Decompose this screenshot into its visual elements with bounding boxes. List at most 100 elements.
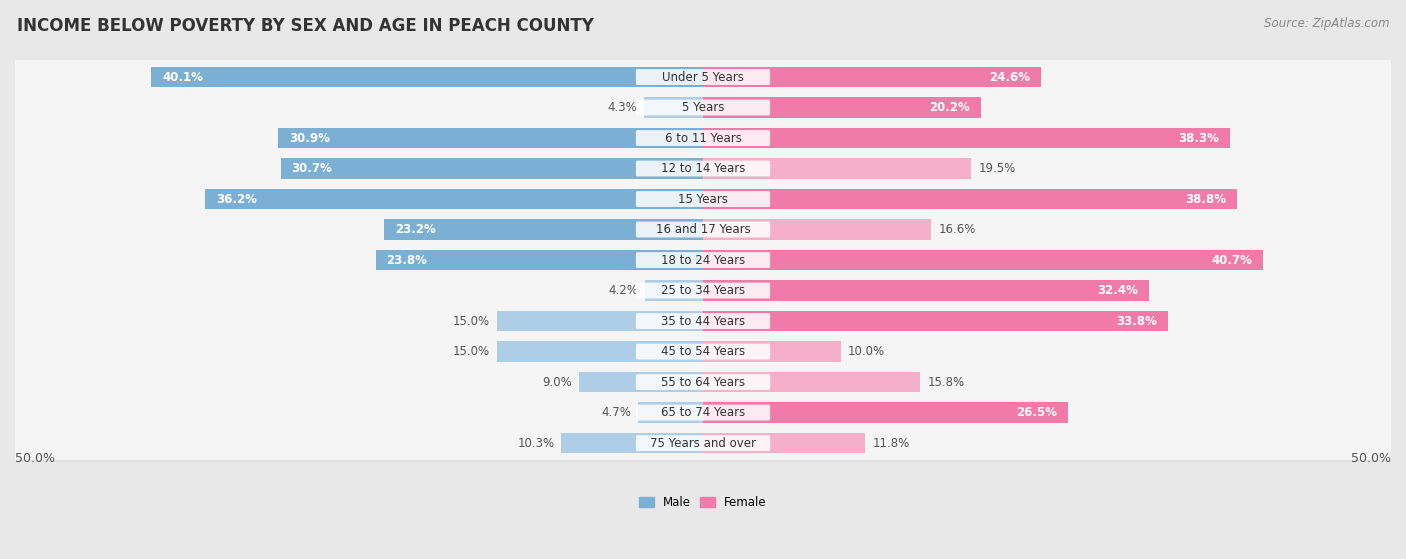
Text: 19.5%: 19.5% xyxy=(979,162,1015,175)
FancyBboxPatch shape xyxy=(14,273,1392,307)
Text: 50.0%: 50.0% xyxy=(1351,452,1391,466)
Text: 33.8%: 33.8% xyxy=(1116,315,1157,328)
FancyBboxPatch shape xyxy=(636,313,770,329)
Text: 10.3%: 10.3% xyxy=(517,437,554,449)
Text: 30.7%: 30.7% xyxy=(291,162,332,175)
FancyBboxPatch shape xyxy=(14,212,1392,247)
Bar xyxy=(384,219,703,240)
FancyBboxPatch shape xyxy=(636,283,770,299)
Text: 65 to 74 Years: 65 to 74 Years xyxy=(661,406,745,419)
Text: 15.0%: 15.0% xyxy=(453,345,489,358)
Text: 10.0%: 10.0% xyxy=(848,345,884,358)
Bar xyxy=(638,402,703,423)
FancyBboxPatch shape xyxy=(14,304,1392,338)
Text: 15.0%: 15.0% xyxy=(453,315,489,328)
Text: 12 to 14 Years: 12 to 14 Years xyxy=(661,162,745,175)
Text: 40.7%: 40.7% xyxy=(1211,254,1251,267)
FancyBboxPatch shape xyxy=(636,160,770,177)
Text: 50.0%: 50.0% xyxy=(15,452,55,466)
FancyBboxPatch shape xyxy=(17,305,1393,339)
Text: Source: ZipAtlas.com: Source: ZipAtlas.com xyxy=(1264,17,1389,30)
FancyBboxPatch shape xyxy=(17,183,1393,217)
Text: 45 to 54 Years: 45 to 54 Years xyxy=(661,345,745,358)
FancyBboxPatch shape xyxy=(14,60,1392,94)
Text: 36.2%: 36.2% xyxy=(217,192,257,206)
FancyBboxPatch shape xyxy=(17,214,1393,248)
Bar xyxy=(703,158,972,179)
Text: 16 and 17 Years: 16 and 17 Years xyxy=(655,223,751,236)
Bar xyxy=(579,372,703,392)
FancyBboxPatch shape xyxy=(636,191,770,207)
Text: 25 to 34 Years: 25 to 34 Years xyxy=(661,284,745,297)
Bar xyxy=(152,67,703,87)
Text: 38.3%: 38.3% xyxy=(1178,131,1219,145)
FancyBboxPatch shape xyxy=(14,396,1392,430)
Bar xyxy=(703,433,865,453)
Text: 24.6%: 24.6% xyxy=(990,70,1031,83)
Bar xyxy=(703,402,1067,423)
FancyBboxPatch shape xyxy=(17,336,1393,370)
FancyBboxPatch shape xyxy=(17,61,1393,96)
FancyBboxPatch shape xyxy=(17,274,1393,309)
FancyBboxPatch shape xyxy=(14,334,1392,369)
Text: 6 to 11 Years: 6 to 11 Years xyxy=(665,131,741,145)
FancyBboxPatch shape xyxy=(636,435,770,451)
FancyBboxPatch shape xyxy=(14,365,1392,399)
Bar xyxy=(703,67,1042,87)
Text: Under 5 Years: Under 5 Years xyxy=(662,70,744,83)
FancyBboxPatch shape xyxy=(636,344,770,359)
Bar xyxy=(375,250,703,271)
Text: 15 Years: 15 Years xyxy=(678,192,728,206)
FancyBboxPatch shape xyxy=(14,121,1392,155)
Text: 5 Years: 5 Years xyxy=(682,101,724,114)
Text: 26.5%: 26.5% xyxy=(1015,406,1057,419)
Text: 9.0%: 9.0% xyxy=(543,376,572,389)
Text: 23.2%: 23.2% xyxy=(395,223,436,236)
Text: 15.8%: 15.8% xyxy=(928,376,965,389)
Bar xyxy=(703,97,981,118)
FancyBboxPatch shape xyxy=(636,221,770,238)
Text: 16.6%: 16.6% xyxy=(938,223,976,236)
Bar xyxy=(644,97,703,118)
Bar xyxy=(645,280,703,301)
Bar xyxy=(496,341,703,362)
FancyBboxPatch shape xyxy=(17,427,1393,461)
FancyBboxPatch shape xyxy=(17,244,1393,278)
Text: 75 Years and over: 75 Years and over xyxy=(650,437,756,449)
FancyBboxPatch shape xyxy=(636,405,770,420)
Bar xyxy=(703,341,841,362)
Text: 20.2%: 20.2% xyxy=(929,101,970,114)
Text: 38.8%: 38.8% xyxy=(1185,192,1226,206)
FancyBboxPatch shape xyxy=(17,366,1393,400)
Bar xyxy=(278,127,703,148)
Text: 23.8%: 23.8% xyxy=(387,254,427,267)
Bar xyxy=(703,250,1263,271)
Bar xyxy=(281,158,703,179)
Bar xyxy=(703,372,921,392)
Bar xyxy=(703,127,1230,148)
Text: 4.3%: 4.3% xyxy=(607,101,637,114)
FancyBboxPatch shape xyxy=(14,91,1392,125)
Bar xyxy=(703,189,1237,210)
FancyBboxPatch shape xyxy=(17,92,1393,126)
Text: 35 to 44 Years: 35 to 44 Years xyxy=(661,315,745,328)
Text: 40.1%: 40.1% xyxy=(162,70,202,83)
Text: 55 to 64 Years: 55 to 64 Years xyxy=(661,376,745,389)
FancyBboxPatch shape xyxy=(636,100,770,116)
FancyBboxPatch shape xyxy=(14,151,1392,186)
Legend: Male, Female: Male, Female xyxy=(634,491,772,514)
Text: 32.4%: 32.4% xyxy=(1097,284,1137,297)
Bar xyxy=(703,280,1149,301)
FancyBboxPatch shape xyxy=(17,153,1393,187)
Text: 4.7%: 4.7% xyxy=(602,406,631,419)
FancyBboxPatch shape xyxy=(636,69,770,85)
Bar xyxy=(703,311,1168,331)
Text: 18 to 24 Years: 18 to 24 Years xyxy=(661,254,745,267)
FancyBboxPatch shape xyxy=(636,252,770,268)
Text: 11.8%: 11.8% xyxy=(872,437,910,449)
Text: 4.2%: 4.2% xyxy=(609,284,638,297)
FancyBboxPatch shape xyxy=(17,122,1393,157)
Bar xyxy=(703,219,931,240)
Bar xyxy=(205,189,703,210)
FancyBboxPatch shape xyxy=(14,426,1392,460)
